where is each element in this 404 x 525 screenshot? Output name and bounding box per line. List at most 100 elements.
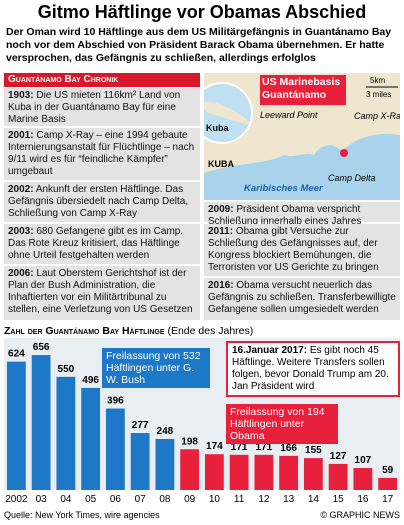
x-tick-label: 03 <box>36 494 48 505</box>
entry-year: 1903: <box>8 90 34 101</box>
value-label: 496 <box>82 375 99 386</box>
x-tick-label: 17 <box>382 494 394 505</box>
x-tick-label: 2002 <box>5 494 28 505</box>
bar <box>81 387 101 490</box>
x-tick-label: 14 <box>308 494 320 505</box>
x-tick-label: 05 <box>85 494 97 505</box>
entry-text: Ankunft der ersten Häftlinge. Das Gefäng… <box>8 184 189 219</box>
bar <box>279 455 299 490</box>
source: Quelle: New York Times, wire agencies <box>4 510 160 520</box>
land <box>204 73 400 173</box>
bar <box>105 408 125 490</box>
map-label: Leeward Point <box>260 110 318 120</box>
chronicle-entry: 2001: Camp X-Ray – eine 1994 gebaute Int… <box>4 128 200 180</box>
value-label: 396 <box>107 396 124 407</box>
entry-year: 2006: <box>8 268 34 279</box>
value-label: 248 <box>157 426 174 437</box>
title: Gitmo Häftlinge vor Obamas Abschied <box>37 2 367 22</box>
map-label: Kuba <box>206 123 229 133</box>
entry-year: 2002: <box>8 184 34 195</box>
map-label: 5km <box>370 76 385 85</box>
bar <box>328 463 348 490</box>
chart-subtitle: (Ende des Jahres) <box>167 325 254 337</box>
value-label: 624 <box>8 349 25 360</box>
entry-text: Die US mieten 116km² Land von Kuba in de… <box>8 90 181 125</box>
map-marker <box>340 149 348 157</box>
value-label: 198 <box>181 436 198 447</box>
value-label: 155 <box>305 445 322 456</box>
value-label: 656 <box>33 342 50 353</box>
annotation: Freilassung von 194 Häftlingen unter Oba… <box>226 404 338 444</box>
entry-text: Obama gibt Versuche zur Schließung des G… <box>208 226 379 273</box>
x-tick-label: 12 <box>258 494 270 505</box>
entry-text: Laut Oberstem Gerichtshof ist der Plan d… <box>8 268 193 315</box>
x-tick-label: 08 <box>159 494 171 505</box>
note-date: 16.Januar 2017: <box>232 345 308 356</box>
bar <box>204 454 224 490</box>
value-label: 59 <box>382 465 394 476</box>
map-label: KUBA <box>208 159 234 169</box>
bar <box>254 454 274 490</box>
entry-year: 2016: <box>208 280 234 291</box>
value-label: 107 <box>355 455 372 466</box>
map-label: Karibisches Meer <box>244 183 324 194</box>
value-label: 171 <box>256 442 273 453</box>
entry-year: 2001: <box>8 130 34 141</box>
map-label: Camp X-Ray <box>354 111 400 121</box>
x-tick-label: 07 <box>135 494 147 505</box>
bar <box>31 355 51 490</box>
chronicle-entry: 2006: Laut Oberstem Gerichtshof ist der … <box>4 266 200 320</box>
credit: © GRAPHIC NEWS <box>320 510 400 520</box>
chronicle-title: Guantánamo Bay Chronik <box>4 73 200 87</box>
value-label: 166 <box>280 443 297 454</box>
bar <box>180 449 200 490</box>
entry-year: 2003: <box>8 226 34 237</box>
entry-text: Obama versucht neuerlich das Gefängnis z… <box>208 280 396 315</box>
note: 16.Januar 2017: Es gibt noch 45 Häftling… <box>226 341 400 397</box>
annotation: Freilassung von 532 Häftlingen unter G. … <box>102 348 210 388</box>
map-label: 3 miles <box>366 90 391 99</box>
chronicle-entry: 1903: Die US mieten 116km² Land von Kuba… <box>4 88 200 126</box>
map-title: US Marinebasis Guantánamo Bay <box>262 76 341 104</box>
bar <box>130 433 150 490</box>
value-label: 174 <box>206 441 223 452</box>
map: US Marinebasis Guantánamo Bay Kuba 5km 3… <box>204 73 400 200</box>
map-label: Camp Delta <box>328 173 376 183</box>
entry-text: 680 Gefangene gibt es im Camp. Das Rote … <box>8 226 184 261</box>
x-tick-label: 10 <box>209 494 221 505</box>
chronicle-entry: 2003: 680 Gefangene gibt es im Camp. Das… <box>4 224 200 264</box>
x-tick-label: 15 <box>333 494 345 505</box>
value-label: 127 <box>330 451 347 462</box>
entry-text: Präsident Obama verspricht Schließung in… <box>208 204 362 227</box>
x-tick-label: 11 <box>234 494 245 505</box>
note-text: Es gibt noch 45 Häftlinge. Weitere Trans… <box>232 345 389 392</box>
chart-title: Zahl der Guantánamo Bay Häftlinge <box>4 325 165 337</box>
bar <box>378 477 398 490</box>
x-tick-label: 09 <box>184 494 196 505</box>
map-title-box <box>260 75 346 105</box>
bar <box>353 467 373 490</box>
value-label: 171 <box>231 442 248 453</box>
entry-text: Camp X-Ray – eine 1994 gebaute Internier… <box>8 130 195 177</box>
x-tick-label: 06 <box>110 494 122 505</box>
chart-heading: Zahl der Guantánamo Bay Häftlinge (Ende … <box>4 325 400 337</box>
x-tick-label: 13 <box>283 494 295 505</box>
chronicle-entry: 2002: Ankunft der ersten Häftlinge. Das … <box>4 182 200 222</box>
x-tick-label: 16 <box>357 494 369 505</box>
bar <box>303 458 323 490</box>
x-tick-label: 04 <box>60 494 72 505</box>
bar <box>229 454 249 490</box>
chronicle-entry: 2009: Präsident Obama verspricht Schließ… <box>204 202 400 227</box>
bar <box>155 438 175 490</box>
chronicle-entry: 2011: Obama gibt Versuche zur Schließung… <box>204 224 400 276</box>
inset-cuba <box>204 101 250 125</box>
bar <box>56 376 76 490</box>
value-label: 550 <box>58 364 75 375</box>
value-label: 277 <box>132 420 149 431</box>
entry-year: 2009: <box>208 204 234 215</box>
entry-year: 2011: <box>208 226 234 237</box>
chronicle-entry: 2016: Obama versucht neuerlich das Gefän… <box>204 278 400 320</box>
subtitle: Der Oman wird 10 Häftlinge aus dem US Mi… <box>6 26 392 64</box>
bar <box>6 361 26 490</box>
